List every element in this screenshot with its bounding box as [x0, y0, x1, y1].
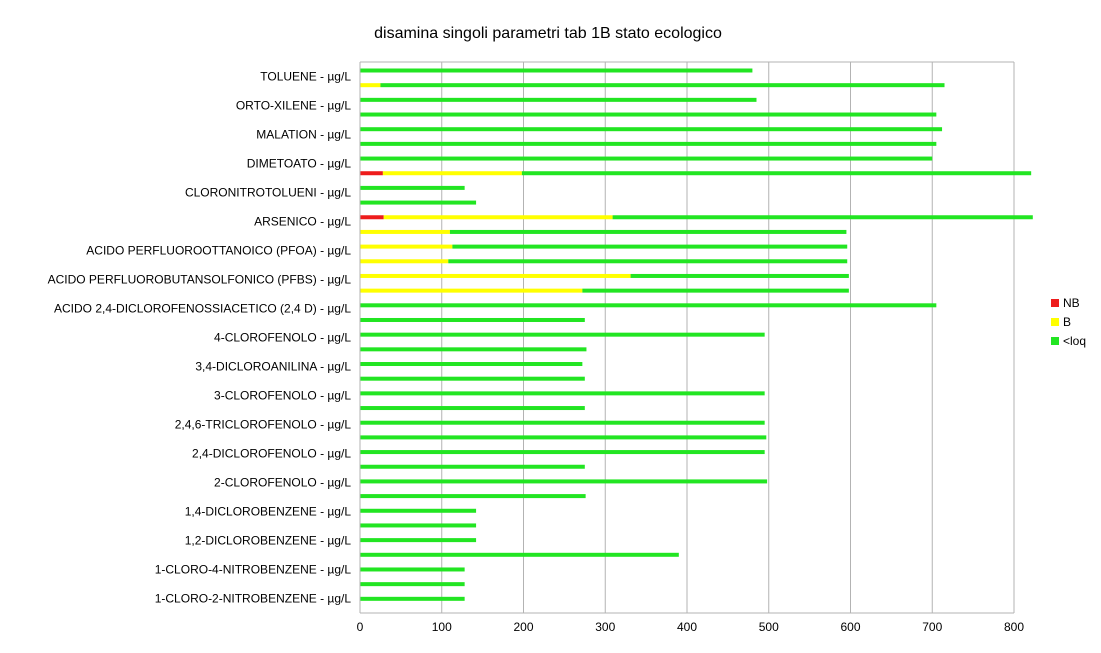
x-tick-label: 500: [759, 620, 779, 634]
legend-label: B: [1063, 315, 1071, 329]
bar-loq: [582, 288, 849, 293]
bar-loq: [360, 464, 585, 469]
category-label: 2-CLOROFENOLO - µg/L: [214, 476, 351, 490]
bar-loq: [360, 141, 937, 146]
bar-loq: [630, 273, 849, 278]
category-label: 2,4,6-TRICLOROFENOLO - µg/L: [175, 418, 352, 432]
gridlines: [359, 61, 1015, 613]
category-label: ACIDO PERFLUOROBUTANSOLFONICO (PFBS) - µ…: [48, 273, 352, 287]
bar-loq: [360, 200, 477, 205]
bar-loq: [360, 450, 765, 455]
bar-loq: [360, 508, 477, 513]
legend-swatch: [1051, 318, 1059, 326]
bar-loq: [360, 494, 586, 499]
bar-loq: [380, 83, 945, 88]
x-tick-label: 600: [840, 620, 860, 634]
bar-b: [360, 83, 381, 88]
chart-title: disamina singoli parametri tab 1B stato …: [374, 25, 722, 42]
category-label: 4-CLOROFENOLO - µg/L: [214, 331, 351, 345]
x-tick-label: 0: [357, 620, 364, 634]
category-label: 2,4-DICLOROFENOLO - µg/L: [192, 447, 351, 461]
category-label: ARSENICO - µg/L: [254, 215, 351, 229]
bar-loq: [360, 523, 477, 528]
category-label: 1,4-DICLOROBENZENE - µg/L: [185, 505, 352, 519]
bar-loq: [360, 317, 585, 322]
legend-label: <loq: [1063, 334, 1086, 348]
category-label: ACIDO PERFLUOROOTTANOICO (PFOA) - µg/L: [86, 244, 351, 258]
bar-loq: [360, 97, 757, 102]
category-labels: TOLUENE - µg/L ORTO-XILENE - µg/L MALATION…: [48, 70, 352, 606]
bar-loq: [452, 244, 848, 249]
bar-loq: [360, 185, 465, 190]
x-tick-label: 800: [1004, 620, 1024, 634]
x-tick-label: 300: [595, 620, 615, 634]
category-label: 1-CLORO-2-NITROBENZENE - µg/L: [155, 592, 352, 606]
bar-b: [360, 288, 583, 293]
category-label: ACIDO 2,4-DICLOROFENOSSIACETICO (2,4 D) …: [54, 302, 351, 316]
bar-loq: [360, 435, 767, 440]
bar-b: [360, 273, 631, 278]
bar-loq: [521, 171, 1032, 176]
x-tick-label: 700: [922, 620, 942, 634]
bar-b: [360, 244, 453, 249]
legend-label: NB: [1063, 296, 1080, 310]
category-label: MALATION - µg/L: [256, 128, 351, 142]
x-tick-label: 100: [432, 620, 452, 634]
category-label: TOLUENE - µg/L: [260, 70, 351, 84]
bar-loq: [612, 215, 1033, 220]
legend-swatch: [1051, 299, 1059, 307]
bar-loq: [360, 303, 937, 308]
bar-loq: [448, 259, 848, 264]
bar-b: [360, 229, 450, 234]
bar-loq: [360, 112, 937, 117]
x-tick-label: 200: [513, 620, 533, 634]
bar-loq: [360, 420, 765, 425]
bar-b: [360, 259, 449, 264]
bar-b: [383, 215, 613, 220]
legend-swatch: [1051, 337, 1059, 345]
x-tick-label: 400: [677, 620, 697, 634]
category-label: 3-CLOROFENOLO - µg/L: [214, 389, 351, 403]
category-label: 1-CLORO-4-NITROBENZENE - µg/L: [155, 563, 352, 577]
bars: [360, 68, 1033, 601]
bar-nb: [360, 171, 383, 176]
bar-loq: [360, 376, 585, 381]
category-label: DIMETOATO - µg/L: [247, 157, 352, 171]
bar-loq: [360, 582, 465, 587]
bar-loq: [360, 479, 768, 484]
bar-loq: [360, 347, 587, 352]
bar-loq: [360, 406, 585, 411]
bar-loq: [360, 156, 933, 161]
bar-loq: [360, 596, 465, 601]
bar-loq: [360, 332, 765, 337]
category-label: ORTO-XILENE - µg/L: [236, 99, 351, 113]
bar-loq: [360, 538, 477, 543]
category-label: 1,2-DICLOROBENZENE - µg/L: [185, 534, 352, 548]
bar-loq: [360, 362, 583, 367]
bar-loq: [449, 229, 847, 234]
category-label: 3,4-DICLOROANILINA - µg/L: [195, 360, 351, 374]
bar-nb: [360, 215, 384, 220]
bar-loq: [360, 567, 465, 572]
bar-loq: [360, 552, 679, 557]
bar-loq: [360, 68, 753, 73]
axes: 0 100 200 300 400 500 600 700 800: [357, 62, 1024, 634]
legend: NB B <loq: [1051, 296, 1086, 348]
category-label: CLORONITROTOLUENI - µg/L: [185, 186, 351, 200]
bar-loq: [360, 391, 765, 396]
bar-loq: [360, 127, 943, 132]
bar-b: [382, 171, 522, 176]
